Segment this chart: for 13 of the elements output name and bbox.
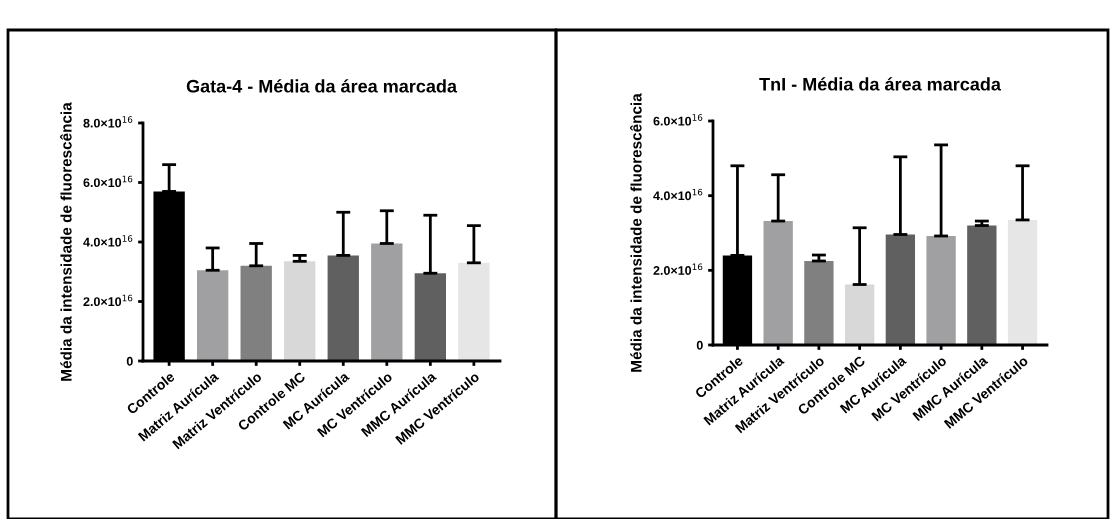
y-tick-label: 0	[126, 356, 133, 366]
y-tick-label: 4.0×10$^{16}$	[83, 235, 133, 247]
y-tick-label: 0	[696, 340, 703, 350]
y-axis-title: Média da intensidade de fluorescência	[630, 93, 642, 372]
chart-title: TnI - Média da área marcada	[759, 77, 1002, 91]
y-axis-title: Média da intensidade de fluorescência	[60, 102, 72, 381]
y-tick-label: 2.0×10$^{16}$	[653, 263, 703, 275]
y-tick-label: 2.0×10$^{16}$	[83, 294, 133, 307]
chart-title: Gata-4 - Média da área marcada	[186, 79, 458, 93]
y-tick-label: 4.0×10$^{16}$	[653, 188, 703, 201]
y-tick-label: 8.0×10$^{16}$	[83, 116, 133, 128]
y-tick-label: 6.0×10$^{16}$	[653, 114, 703, 126]
y-tick-label: 6.0×10$^{16}$	[83, 175, 133, 188]
